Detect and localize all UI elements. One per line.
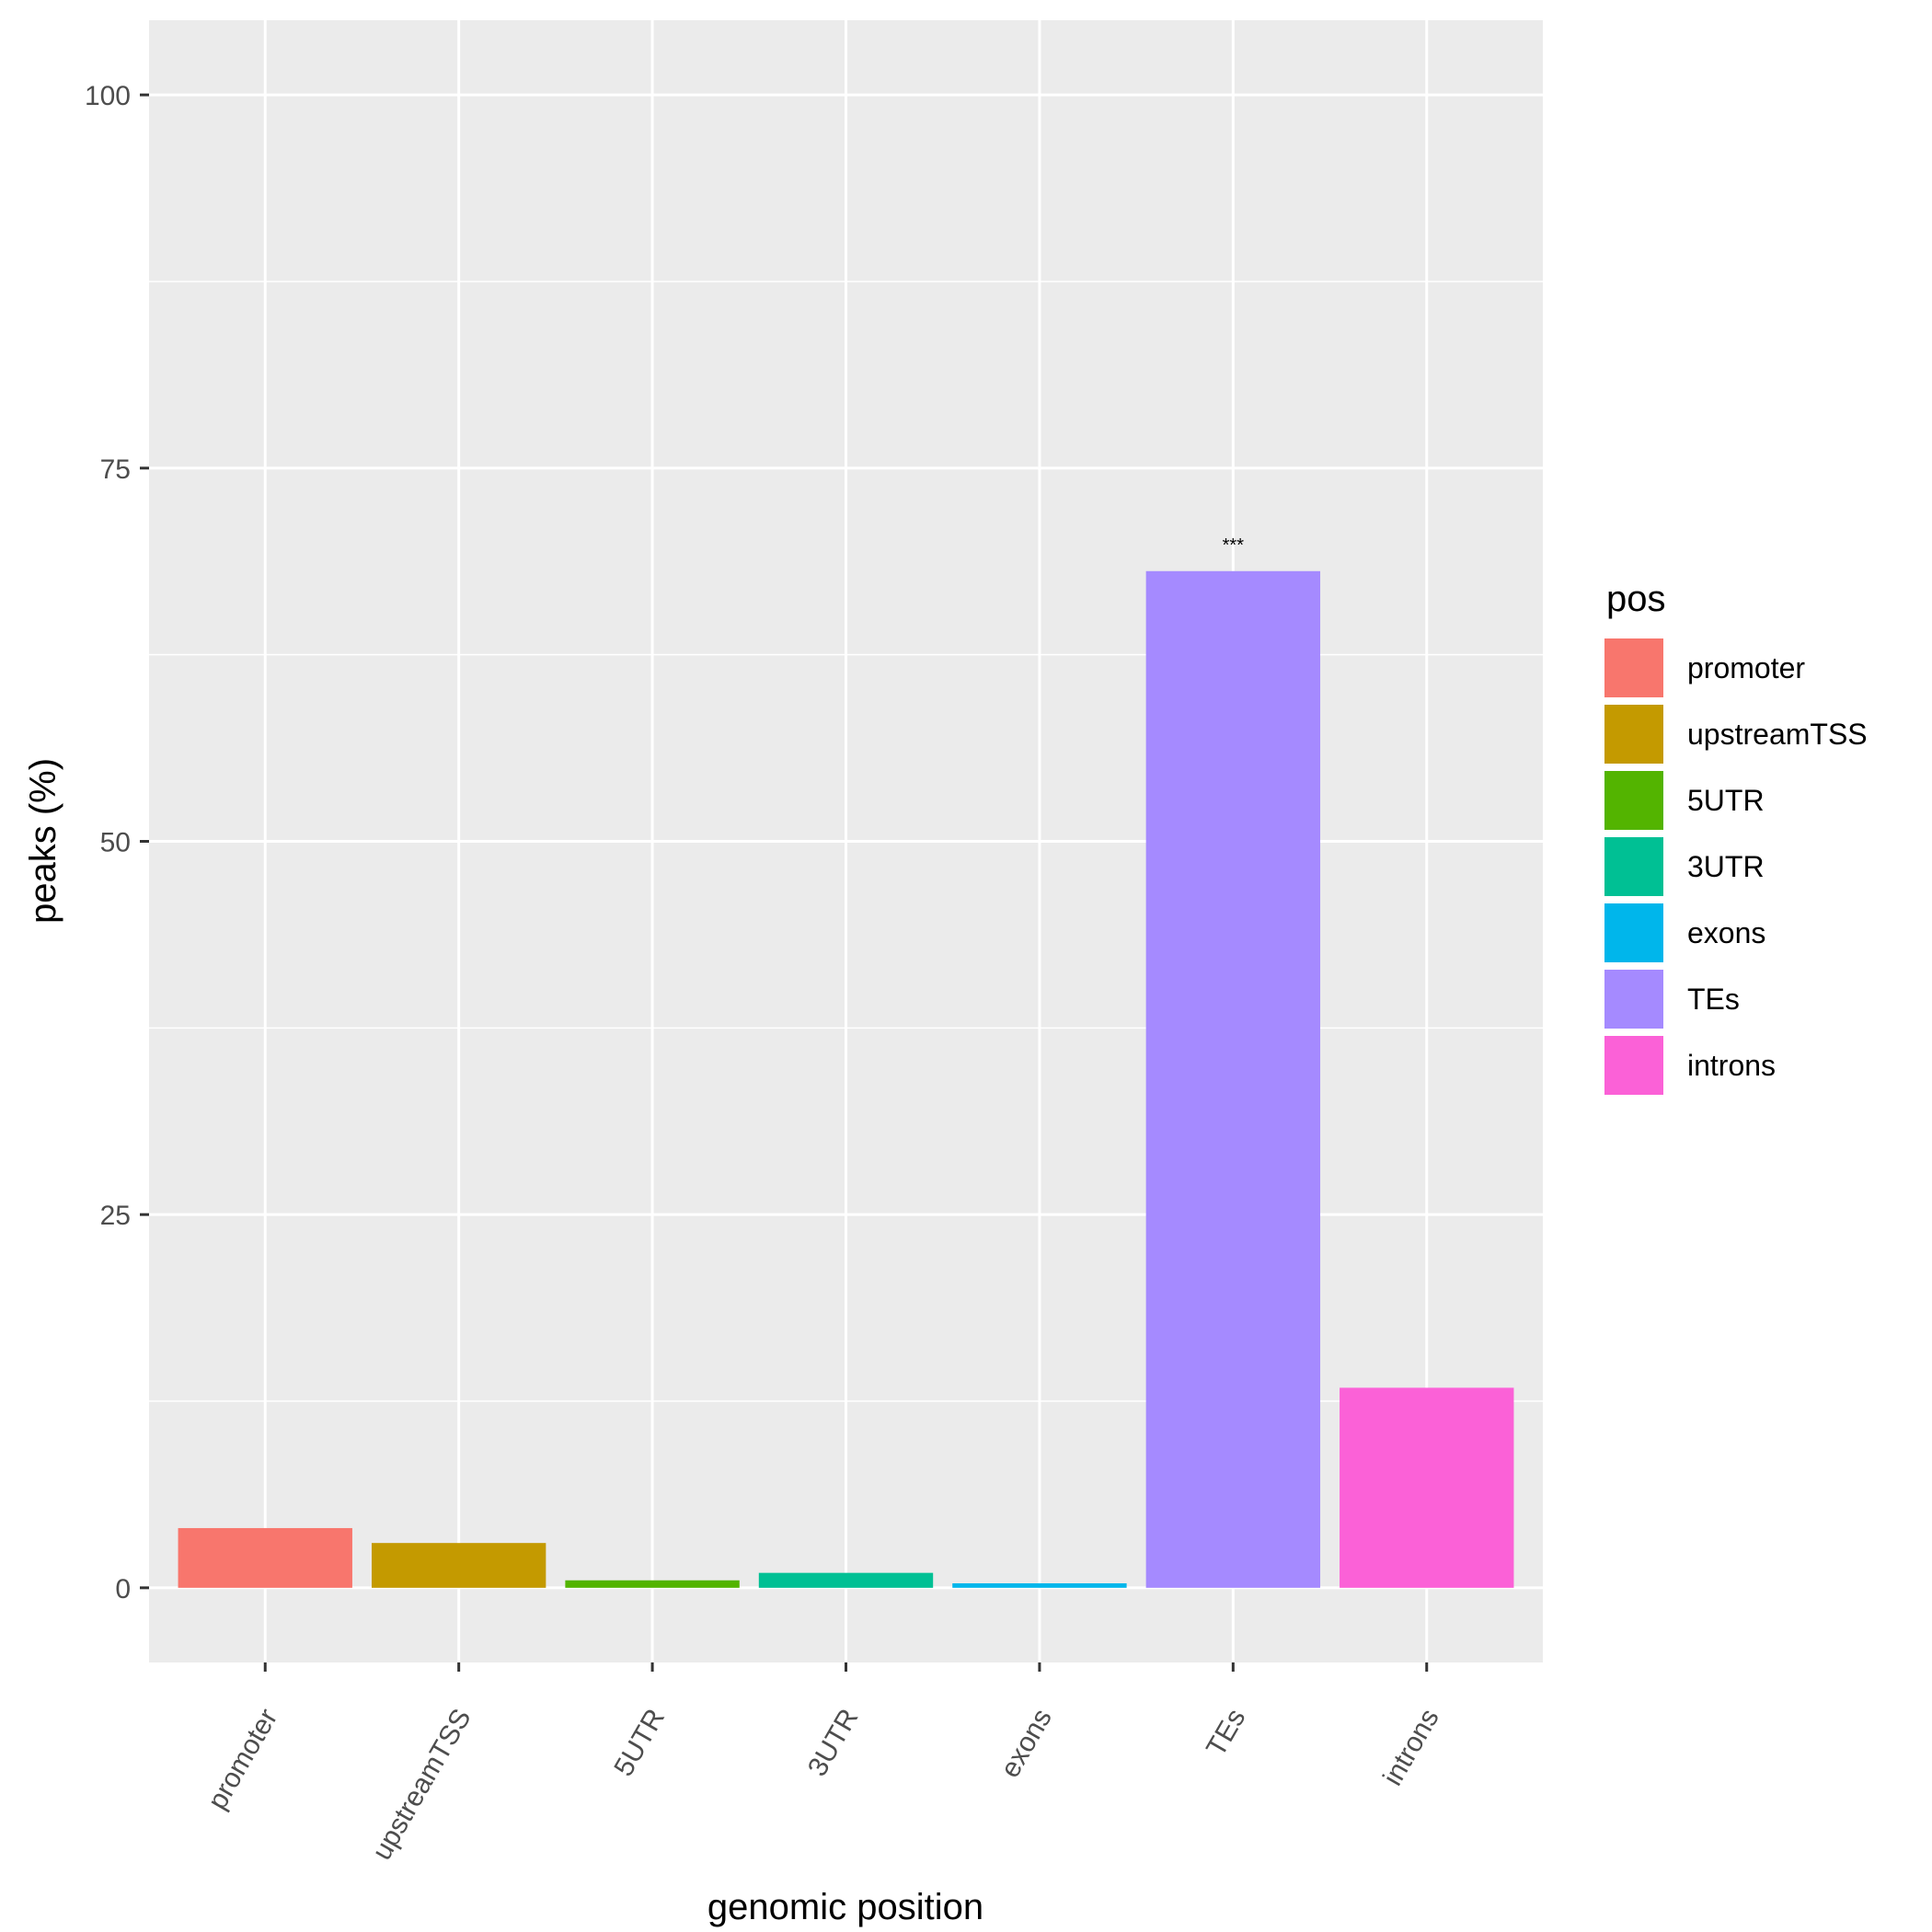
legend-swatch-exons — [1603, 902, 1665, 964]
bar-5UTR — [565, 1580, 740, 1588]
x-tick-label: upstreamTSS — [366, 1704, 477, 1865]
bars — [178, 570, 1514, 1588]
y-tick-label: 50 — [100, 828, 131, 858]
legend-label-introns: introns — [1687, 1049, 1776, 1082]
y-tick-label: 100 — [85, 81, 131, 111]
legend-swatch-TEs — [1603, 968, 1665, 1030]
legend-title: pos — [1606, 579, 1666, 619]
x-tick-label: 3UTR — [802, 1704, 865, 1781]
legend-swatch-upstreamTSS — [1603, 703, 1665, 765]
legend-label-TEs: TEs — [1687, 983, 1740, 1016]
y-tick-label: 25 — [100, 1201, 131, 1231]
y-axis-title: peaks (%) — [23, 758, 63, 924]
x-tick-label: exons — [995, 1704, 1058, 1783]
legend-label-3UTR: 3UTR — [1687, 850, 1765, 883]
legend-swatch-promoter — [1603, 637, 1665, 699]
legend-label-exons: exons — [1687, 916, 1765, 949]
bar-introns — [1340, 1387, 1514, 1588]
legend-swatch-3UTR — [1603, 835, 1665, 898]
bar-TEs — [1145, 570, 1321, 1588]
y-axis: 0 25 50 75 100 — [85, 81, 149, 1604]
annotations: *** — [1223, 535, 1245, 556]
y-tick-label: 0 — [115, 1574, 131, 1604]
legend: pos promoter upstreamTSS 5UTR 3UTR exons TEs i… — [1603, 579, 1868, 1097]
y-tick-label: 75 — [100, 454, 131, 485]
significance-label: *** — [1223, 535, 1245, 556]
bar-3UTR — [758, 1572, 934, 1588]
legend-label-5UTR: 5UTR — [1687, 784, 1765, 817]
x-tick-label: promoter — [202, 1704, 284, 1814]
bar-promoter — [178, 1527, 352, 1588]
legend-label-promoter: promoter — [1687, 651, 1805, 684]
x-tick-label: TEs — [1201, 1704, 1251, 1762]
bar-upstreamTSS — [371, 1543, 546, 1588]
x-tick-label: introns — [1377, 1704, 1445, 1790]
legend-swatch-introns — [1603, 1034, 1665, 1097]
x-axis: promoter upstreamTSS 5UTR 3UTR exons TEs intro… — [202, 1662, 1445, 1865]
legend-swatch-5UTR — [1603, 769, 1665, 832]
x-axis-title: genomic position — [707, 1887, 983, 1927]
bar-exons — [952, 1582, 1127, 1588]
x-tick-label: 5UTR — [608, 1704, 671, 1781]
legend-label-upstreamTSS: upstreamTSS — [1687, 718, 1868, 751]
